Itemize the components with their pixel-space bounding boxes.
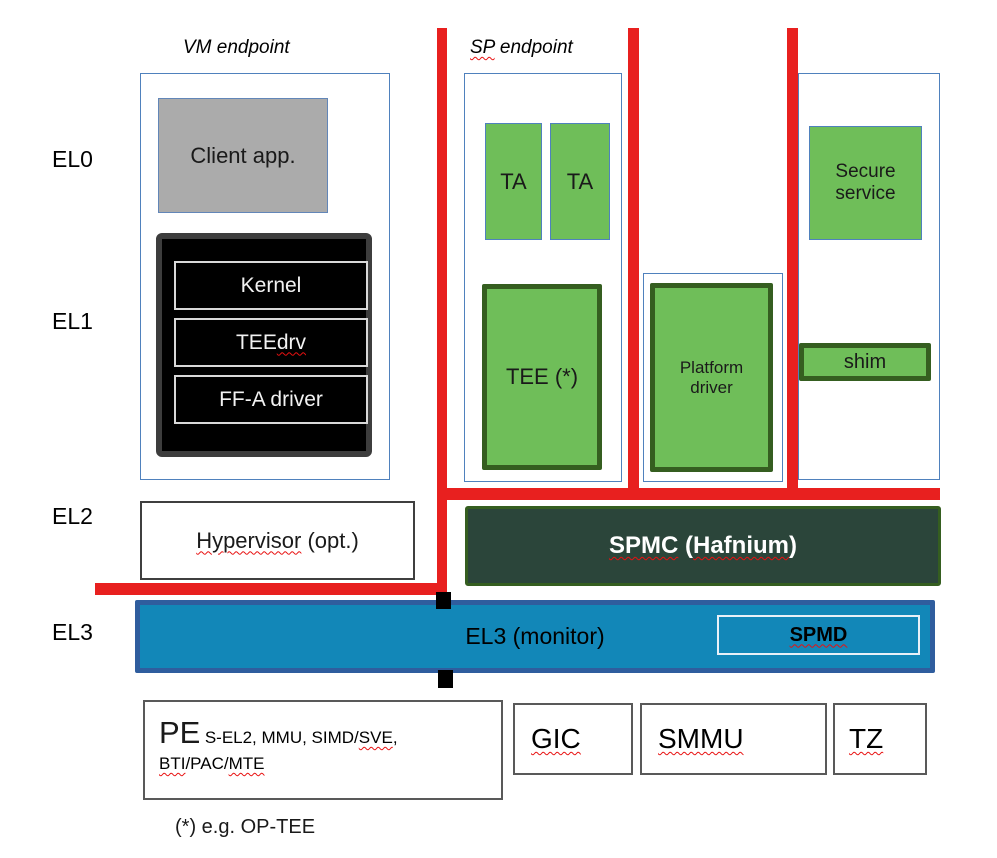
- pe-detail-mte: MTE: [228, 753, 265, 773]
- pe-detail-bti: BTI: [159, 753, 186, 773]
- client-app-box: Client app.: [158, 98, 328, 213]
- spmc-box: SPMC (Hafnium): [465, 506, 941, 586]
- pe-detail-line1: S-EL2, MMU, SIMD/SVE,: [205, 728, 398, 747]
- gic-box: GIC: [513, 703, 633, 775]
- tee-drv-box: TEE drv: [174, 318, 368, 367]
- isolation-bar-horizontal-vm: [95, 583, 447, 595]
- secure-service-box: Secure service: [809, 126, 922, 240]
- hypervisor-suffix: (opt.): [301, 527, 359, 553]
- sp-endpoint-title-rest: endpoint: [494, 37, 573, 58]
- ta-box-2: TA: [550, 123, 610, 240]
- tz-box: TZ: [833, 703, 927, 775]
- kernel-container: Kernel TEE drv FF-A driver: [156, 233, 372, 457]
- pe-title: PE: [159, 715, 201, 750]
- secure-service-label: Secure service: [835, 161, 896, 204]
- sp-endpoint-container-1: [464, 73, 622, 482]
- connector-square-top: [436, 592, 451, 609]
- vm-endpoint-title: VM endpoint: [183, 37, 290, 58]
- tee-drv-word: drv: [276, 330, 307, 354]
- footnote: (*) e.g. OP-TEE: [175, 816, 316, 838]
- tz-label: TZ: [849, 723, 884, 754]
- platform-driver-label: Platform driver: [679, 357, 744, 397]
- spmc-open: (: [678, 532, 693, 559]
- sp-endpoint-title-sp: SP: [470, 37, 495, 58]
- pe-detail-pac: /PAC/: [185, 753, 229, 773]
- pe-detail-comma: ,: [392, 728, 398, 747]
- kernel-box: Kernel: [174, 261, 368, 310]
- tee-drv-prefix: TEE: [235, 330, 277, 354]
- isolation-bar-vertical-2: [628, 28, 639, 500]
- platform-driver-box: Platform driver: [650, 283, 773, 472]
- el0-label: EL0: [52, 146, 93, 172]
- spmc-close: ): [789, 532, 797, 559]
- sp-endpoint-container-2: [643, 273, 783, 482]
- ffa-driver-box: FF-A driver: [174, 375, 368, 424]
- tee-box: TEE (*): [482, 284, 602, 470]
- el1-label: EL1: [52, 308, 93, 334]
- pe-detail-sve: SVE: [358, 728, 393, 747]
- pe-detail-prefix: S-EL2, MMU, SIMD/: [204, 728, 359, 747]
- sp-endpoint-title: SP endpoint: [470, 37, 573, 59]
- isolation-bar-vertical-3: [787, 28, 798, 500]
- el2-label: EL2: [52, 503, 93, 529]
- spmd-box: SPMD: [717, 615, 920, 655]
- ta-box-1: TA: [485, 123, 542, 240]
- smmu-box: SMMU: [640, 703, 827, 775]
- spmd-label: SPMD: [789, 623, 848, 646]
- hypervisor-word: Hypervisor: [196, 527, 302, 553]
- sp-endpoint-container-3: [798, 73, 940, 480]
- el3-label: EL3: [52, 619, 93, 645]
- shim-box: shim: [799, 343, 931, 381]
- pe-detail-line2: BTI/PAC/MTE: [159, 753, 487, 776]
- smmu-label: SMMU: [658, 723, 744, 754]
- pe-box: PE S-EL2, MMU, SIMD/SVE, BTI/PAC/MTE: [143, 700, 503, 800]
- hafnium-word: Hafnium: [693, 532, 789, 559]
- isolation-bar-horizontal-sp: [437, 488, 940, 500]
- connector-square-bottom: [438, 670, 453, 688]
- hypervisor-box: Hypervisor (opt.): [140, 501, 415, 580]
- gic-label: GIC: [531, 723, 581, 754]
- vm-endpoint-container: [140, 73, 390, 480]
- isolation-bar-vertical-1: [437, 28, 447, 595]
- spmc-word: SPMC: [608, 532, 679, 559]
